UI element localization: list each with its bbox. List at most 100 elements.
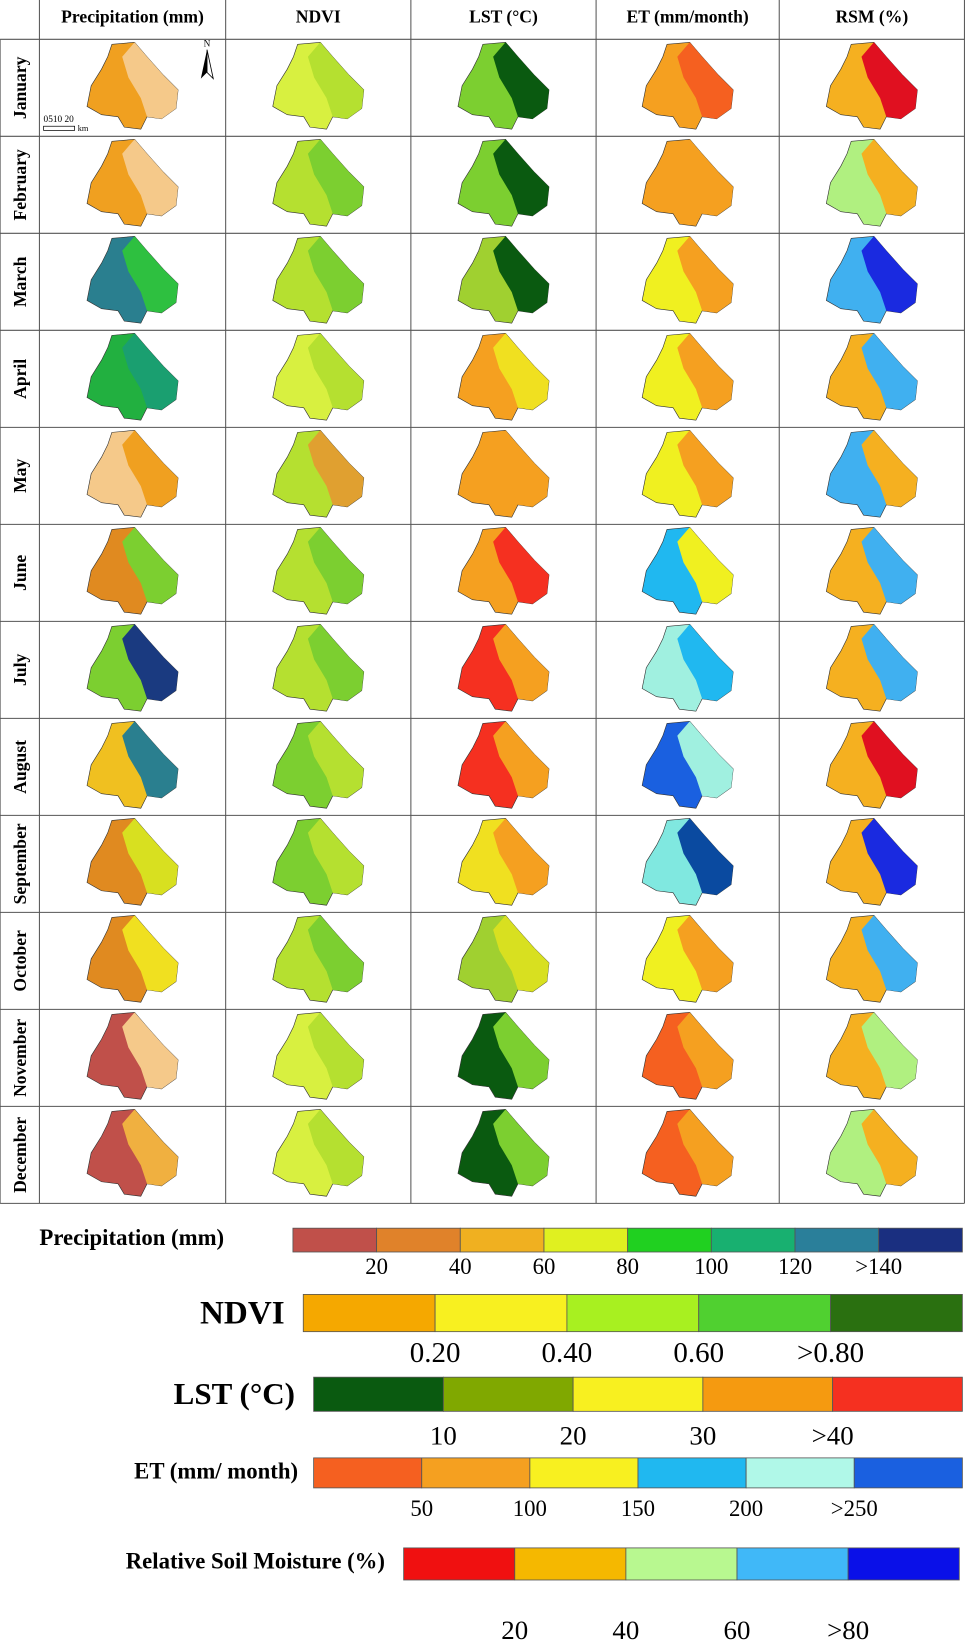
map [458,527,549,614]
legend-label: 30 [689,1420,716,1450]
map [642,721,733,808]
legend-label: 100 [694,1254,728,1279]
map [458,721,549,808]
map [826,236,917,323]
map [642,42,733,129]
legend-label: 20 [560,1420,587,1450]
map [273,624,364,711]
legend-swatch [711,1228,795,1252]
map [87,430,178,517]
legend-swatch [293,1228,377,1252]
row-label: November [10,1019,30,1097]
row-label: August [10,740,30,794]
map [87,1012,178,1099]
north-arrow [201,50,207,79]
map [642,1109,733,1196]
map [458,1109,549,1196]
map [458,430,549,517]
map [87,333,178,420]
figure: Precipitation (mm)NDVILST (°C)ET (mm/mon… [0,0,978,1640]
map [87,624,178,711]
legend-title: LST (°C) [174,1376,295,1411]
legend-label: 10 [430,1420,457,1450]
legend-label: 50 [410,1496,433,1521]
legend-label: >80 [827,1615,869,1640]
legend-label: 40 [612,1615,639,1640]
map [458,139,549,226]
map [458,818,549,905]
legend-label: 80 [616,1254,639,1279]
legend-swatch [699,1294,831,1331]
map [826,139,917,226]
map [87,139,178,226]
map [642,333,733,420]
legend-title: Relative Soil Moisture (%) [126,1549,385,1574]
map [87,1109,178,1196]
legend-swatch [848,1548,959,1580]
legend-swatch [746,1458,854,1488]
map [87,42,178,129]
column-header: LST (°C) [469,7,538,27]
map [642,1012,733,1099]
north-label: N [204,40,211,50]
legend-swatch [831,1294,963,1331]
map [273,1012,364,1099]
legend-swatch [443,1377,573,1411]
column-header: Precipitation (mm) [61,7,204,27]
column-header: NDVI [296,7,341,27]
map [642,818,733,905]
legend-title: NDVI [200,1295,285,1332]
legend-swatch [737,1548,848,1580]
row-label: September [10,823,30,904]
legend-swatch [303,1294,435,1331]
legend-swatch [567,1294,699,1331]
legend-swatch [435,1294,567,1331]
map [458,1012,549,1099]
row-label: October [10,930,30,992]
map [273,1109,364,1196]
map [826,1109,917,1196]
map [87,527,178,614]
legend-label: >0.80 [797,1337,864,1369]
legend-swatch [833,1377,963,1411]
legend-label: 200 [729,1496,763,1521]
legend-swatch [626,1548,737,1580]
legend-swatch [628,1228,712,1252]
map [642,236,733,323]
legend-swatch [314,1377,444,1411]
legend-label: 0.40 [542,1337,593,1369]
legend-label: 100 [513,1496,547,1521]
map [87,818,178,905]
legend-swatch [795,1228,879,1252]
map [826,818,917,905]
legend-swatch [879,1228,963,1252]
legend-swatch [422,1458,530,1488]
legend-swatch [404,1548,515,1580]
row-label: December [10,1117,30,1193]
row-label: April [10,359,30,399]
map [273,333,364,420]
map [273,527,364,614]
map [826,915,917,1002]
legend-label: 120 [778,1254,812,1279]
map [458,333,549,420]
scale-label: 0510 20 [44,115,75,125]
map [87,915,178,1002]
scale-unit: km [78,124,89,133]
north-arrow [207,50,213,79]
legend-swatch [377,1228,461,1252]
map [642,624,733,711]
legend-swatch [314,1458,422,1488]
row-label: June [10,555,30,591]
map [642,527,733,614]
map [458,42,549,129]
map [458,236,549,323]
row-label: February [10,149,30,220]
map [826,527,917,614]
legend-label: >140 [855,1254,902,1279]
row-label: March [10,256,30,307]
map [458,624,549,711]
map [642,139,733,226]
map [826,1012,917,1099]
map [826,721,917,808]
